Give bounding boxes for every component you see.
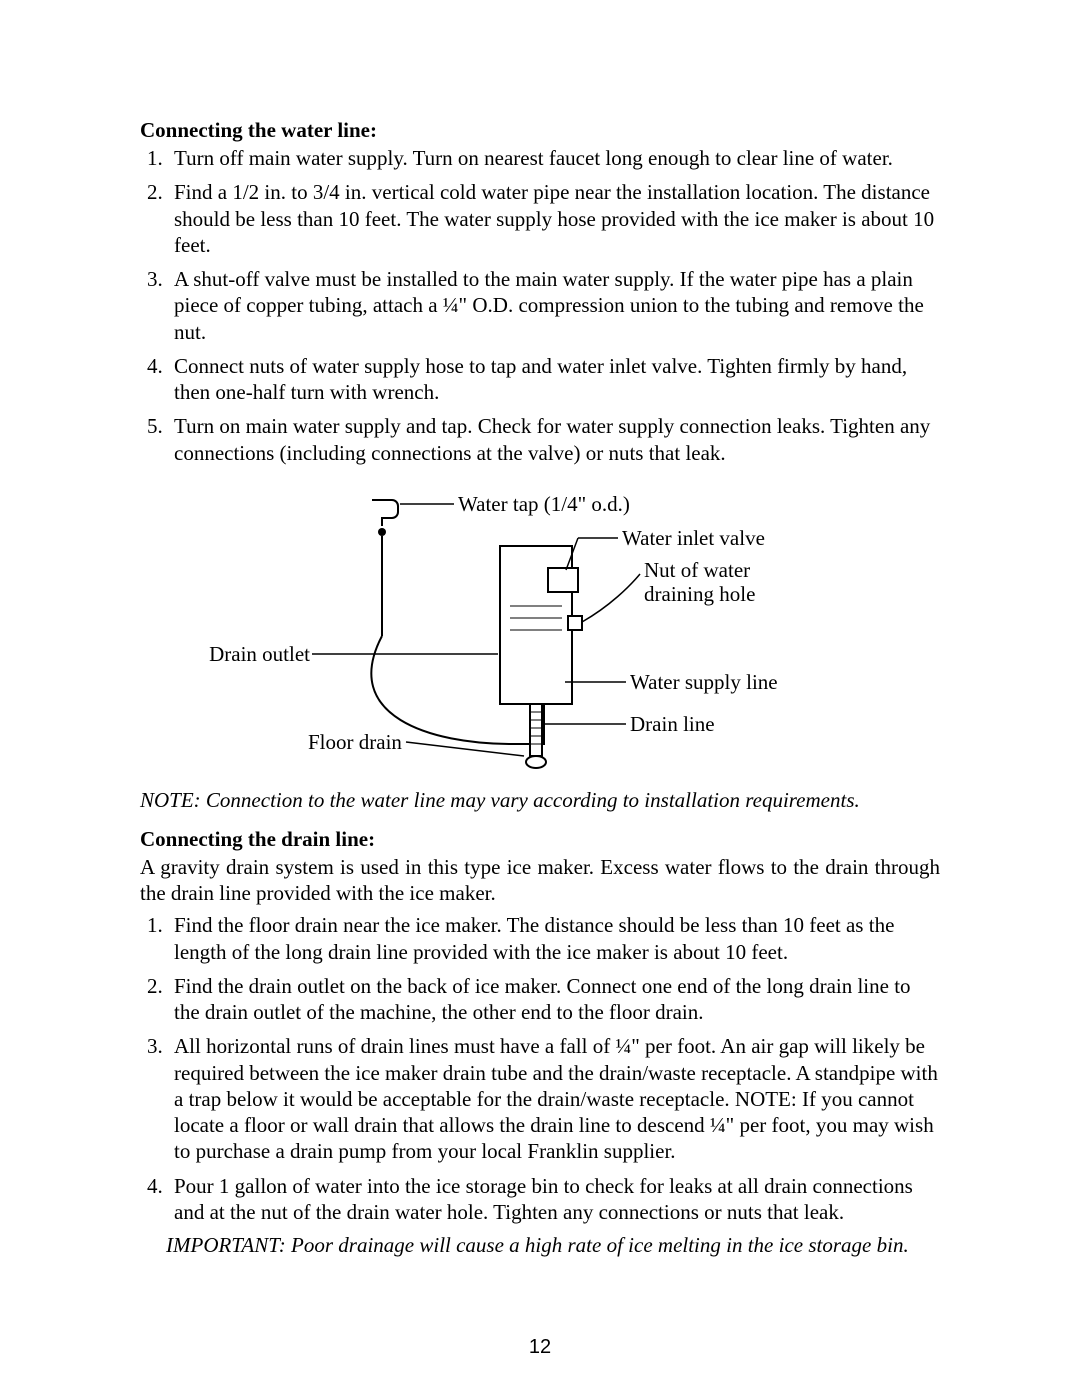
document-page: Connecting the water line: Turn off main… [0,0,1080,1397]
label-drain-line: Drain line [630,712,715,737]
label-water-inlet: Water inlet valve [622,526,765,551]
section1-title: Connecting the water line: [140,118,940,143]
section1-list: Turn off main water supply. Turn on near… [140,145,940,466]
label-nut-line1: Nut of water [644,558,750,583]
label-floor-drain: Floor drain [308,730,402,755]
list-item: Turn on main water supply and tap. Check… [168,413,940,466]
label-supply-line: Water supply line [630,670,778,695]
page-number: 12 [0,1336,1080,1359]
list-item: Find the floor drain near the ice maker.… [168,912,940,965]
list-item: Connect nuts of water supply hose to tap… [168,353,940,406]
list-item: Pour 1 gallon of water into the ice stor… [168,1173,940,1226]
section2-intro: A gravity drain system is used in this t… [140,854,940,907]
section2-title: Connecting the drain line: [140,827,940,852]
list-item: Find a 1/2 in. to 3/4 in. vertical cold … [168,179,940,258]
label-drain-outlet: Drain outlet [204,642,310,667]
list-item: All horizontal runs of drain lines must … [168,1033,940,1164]
figure-note: NOTE: Connection to the water line may v… [140,788,940,813]
list-item: A shut-off valve must be installed to th… [168,266,940,345]
plumbing-diagram: Water tap (1/4" o.d.) Water inlet valve … [230,486,850,776]
section2-list: Find the floor drain near the ice maker.… [140,912,940,1225]
list-item: Find the drain outlet on the back of ice… [168,973,940,1026]
important-note: IMPORTANT: Poor drainage will cause a hi… [166,1233,940,1258]
label-nut-line2: draining hole [644,582,755,607]
list-item: Turn off main water supply. Turn on near… [168,145,940,171]
label-water-tap: Water tap (1/4" o.d.) [458,492,630,517]
